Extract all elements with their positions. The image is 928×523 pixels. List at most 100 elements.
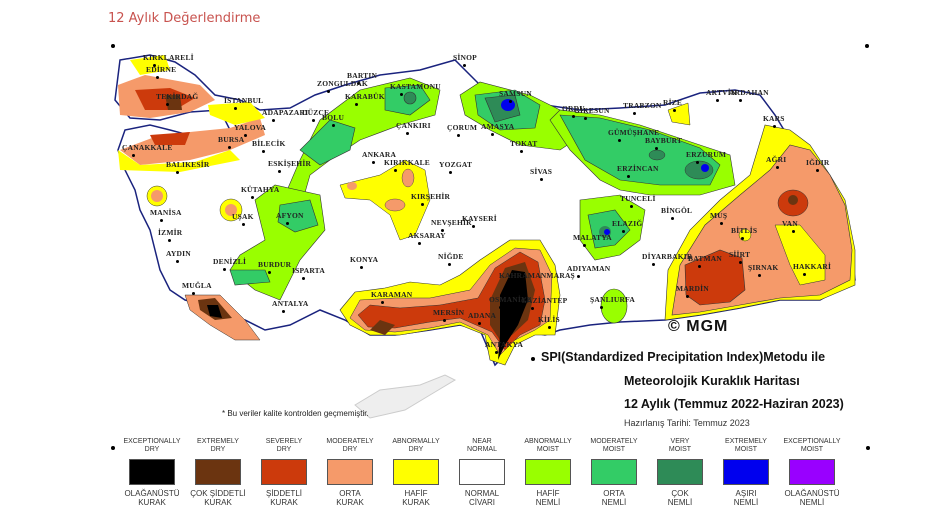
city-label: DİYARBAKIR [642, 252, 693, 261]
city-marker-icon [168, 239, 171, 242]
city-marker-icon [583, 244, 586, 247]
city-label: ÇANKIRI [396, 121, 431, 130]
city-marker-icon [673, 109, 676, 112]
city-marker-icon [176, 171, 179, 174]
city-label: AFYON [276, 211, 304, 220]
city-marker-icon [758, 274, 761, 277]
legend-swatch [327, 459, 373, 485]
city-label: BİLECİK [252, 139, 286, 148]
city-marker-icon [633, 112, 636, 115]
city-marker-icon [156, 76, 159, 79]
city-label: AKSARAY [408, 231, 446, 240]
city-marker-icon [242, 223, 245, 226]
city-marker-icon [478, 322, 481, 325]
city-marker-icon [360, 266, 363, 269]
city-label: AMASYA [481, 122, 515, 131]
corner-bullet-icon [111, 44, 115, 48]
city-marker-icon [192, 292, 195, 295]
city-label: TUNCELİ [620, 194, 656, 203]
legend-item: EXTREMELY DRY ÇOK ŞİDDETLİ KURAK [190, 438, 246, 507]
city-label: TOKAT [510, 139, 538, 148]
city-marker-icon [268, 271, 271, 274]
city-marker-icon [357, 82, 360, 85]
city-label: BARTIN [347, 71, 378, 80]
city-label: ANKARA [362, 150, 397, 159]
city-marker-icon [600, 306, 603, 309]
city-label: KASTAMONU [390, 82, 441, 91]
city-marker-icon [652, 263, 655, 266]
city-marker-icon [577, 275, 580, 278]
map-title-line-1: SPI(Standardized Precipitation Index)Met… [541, 350, 826, 364]
page-title: 12 Aylık Değerlendirme [108, 11, 261, 26]
legend-swatch [195, 459, 241, 485]
city-label: KARABÜK [345, 92, 385, 101]
copyright-mgm: © MGM [668, 318, 729, 335]
city-marker-icon [509, 282, 512, 285]
city-label: SİİRT [729, 250, 751, 259]
city-label: ADAPAZARI [262, 108, 309, 117]
legend-item: ABNORMALLY DRY HAFİF KURAK [392, 438, 440, 507]
city-label: TEKİRDAĞ [156, 92, 199, 101]
city-marker-icon [441, 229, 444, 232]
legend-swatch [525, 459, 571, 485]
city-label: KÜTAHYA [241, 185, 280, 194]
city-marker-icon [816, 169, 819, 172]
city-marker-icon [531, 307, 534, 310]
city-label: KIRŞEHİR [411, 192, 451, 201]
city-label: BALIKESİR [166, 160, 210, 169]
legend-item: ABNORMALLY MOIST HAFİF NEMLİ [524, 438, 572, 507]
city-label: ŞANLIURFA [590, 295, 635, 304]
map-title-line-2: Meteorolojik Kuraklık Haritası [624, 374, 800, 388]
city-label: KIRKLARELİ [143, 53, 194, 62]
city-marker-icon [739, 99, 742, 102]
city-label: VAN [782, 219, 798, 228]
city-label: TRABZON [623, 101, 662, 110]
city-marker-icon [400, 93, 403, 96]
city-marker-icon [449, 171, 452, 174]
map-title-line-3: 12 Aylık (Temmuz 2022-Haziran 2023) [624, 397, 844, 411]
city-marker-icon [160, 219, 163, 222]
city-label: KARS [763, 114, 785, 123]
city-marker-icon [622, 230, 625, 233]
drought-map [114, 54, 856, 419]
city-marker-icon [773, 125, 776, 128]
city-label: İZMİR [158, 228, 183, 237]
city-marker-icon [686, 295, 689, 298]
city-marker-icon [228, 146, 231, 149]
city-label: UŞAK [232, 212, 254, 221]
legend-swatch [459, 459, 505, 485]
city-marker-icon [630, 205, 633, 208]
city-marker-icon [716, 99, 719, 102]
city-marker-icon [278, 170, 281, 173]
city-marker-icon [234, 107, 237, 110]
legend-item: EXCEPTIONALLY DRY OLAĞANÜSTÜ KURAK [123, 438, 181, 507]
city-marker-icon [286, 222, 289, 225]
city-label: RİZE [663, 98, 683, 107]
city-marker-icon [394, 169, 397, 172]
city-marker-icon [548, 326, 551, 329]
city-marker-icon [166, 103, 169, 106]
city-marker-icon [509, 100, 512, 103]
city-label: GÜMÜŞHANE [608, 128, 660, 137]
city-label: AĞRI [766, 155, 787, 164]
city-label: NİĞDE [438, 252, 464, 261]
legend-swatch [789, 459, 835, 485]
city-label: SİVAS [530, 167, 553, 176]
city-marker-icon [698, 265, 701, 268]
city-marker-icon [457, 134, 460, 137]
legend: EXCEPTIONALLY DRY OLAĞANÜSTÜ KURAK EXTREME… [117, 438, 857, 518]
city-marker-icon [491, 133, 494, 136]
city-marker-icon [251, 196, 254, 199]
city-marker-icon [153, 64, 156, 67]
city-label: ERZURUM [686, 150, 727, 159]
city-marker-icon [355, 103, 358, 106]
city-label: ANTALYA [272, 299, 309, 308]
city-marker-icon [302, 277, 305, 280]
city-marker-icon [792, 230, 795, 233]
city-label: GİRESUN [574, 106, 610, 115]
city-label: BİNGÖL [661, 206, 693, 215]
legend-item: NEAR NORMAL NORMAL CİVARI [447, 438, 517, 507]
city-label: BOLU [322, 113, 345, 122]
city-label: ORDU [562, 104, 585, 113]
legend-swatch [657, 459, 703, 485]
